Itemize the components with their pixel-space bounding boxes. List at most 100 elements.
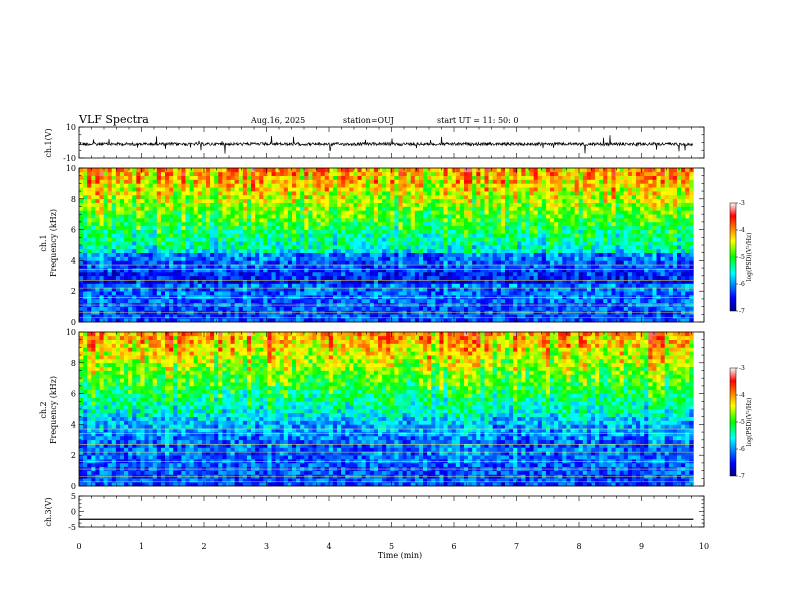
spectrogram-cell <box>230 275 235 280</box>
spectrogram-cell <box>189 221 194 227</box>
spectrogram-cell <box>410 202 416 207</box>
spectrogram-cell <box>345 275 350 280</box>
spectrogram-cell <box>394 168 399 173</box>
spectrogram-cell <box>156 175 162 180</box>
spectrogram-cell <box>509 206 514 211</box>
spectrogram-cell <box>287 271 293 277</box>
spectrogram-cell <box>345 318 350 323</box>
spectrogram-cell <box>283 187 289 192</box>
spectrogram-cell <box>308 206 313 211</box>
spectrogram-cell <box>193 191 199 196</box>
spectrogram-cell <box>222 194 227 200</box>
spectrogram-cell <box>480 287 485 292</box>
spectrogram-cell <box>156 191 162 196</box>
spectrogram-cell <box>386 291 391 296</box>
spectrogram-cell <box>365 168 371 173</box>
spectrogram-cell <box>545 171 551 176</box>
spectrogram-cell <box>312 264 317 269</box>
spectrogram-cell <box>169 287 174 292</box>
spectrogram-cell <box>328 210 334 215</box>
start-time-label: start UT = 11: 50: 0 <box>437 116 518 125</box>
spectrogram-cell <box>390 218 395 223</box>
spectrogram-cell <box>234 260 240 265</box>
spectrogram-cell <box>173 171 178 176</box>
spectrogram-cell <box>488 248 493 253</box>
spectrogram-cell <box>132 314 137 319</box>
spectrogram-cell <box>451 229 457 234</box>
spectrogram-cell <box>124 233 129 238</box>
spectrogram-cell <box>300 202 305 207</box>
spectrogram-cell <box>144 260 149 265</box>
spectrogram-cell <box>496 187 502 192</box>
spectrogram-cell <box>382 245 387 250</box>
spectrogram-cell <box>296 268 301 273</box>
spectrogram-cell <box>443 291 448 296</box>
spectrogram-cell <box>320 318 326 323</box>
spectrogram-cell <box>566 252 571 257</box>
spectrogram-cell <box>124 210 129 215</box>
spectrogram-cell <box>349 198 354 203</box>
spectrogram-cell <box>316 279 321 284</box>
spectrogram-cell <box>316 252 321 257</box>
spectrogram-cell <box>111 168 117 173</box>
spectrogram-cell <box>349 252 354 257</box>
spectrogram-cell <box>488 194 493 200</box>
spectrogram-cell <box>328 306 334 311</box>
spectrogram-cell <box>521 229 526 234</box>
spectrogram-cell <box>357 179 362 184</box>
spectrogram-cell <box>496 229 502 234</box>
spectrogram-cell <box>267 221 272 227</box>
spectrogram-cell <box>124 218 129 223</box>
spectrogram-cell <box>324 256 330 261</box>
spectrogram-cell <box>500 314 506 319</box>
spectrogram-cell <box>267 225 272 230</box>
spectrogram-cell <box>242 256 248 261</box>
spectrogram-cell <box>365 291 371 296</box>
spectrogram-cell <box>103 194 108 200</box>
spectrogram-cell <box>517 256 522 261</box>
spectrogram-cell <box>562 314 567 319</box>
spectrogram-cell <box>451 183 457 188</box>
spectrogram-cell <box>189 256 194 261</box>
spectrogram-cell <box>427 218 432 223</box>
spectrogram-cell <box>550 237 555 242</box>
spectrogram-cell <box>279 237 285 242</box>
spectrogram-cell <box>459 245 465 250</box>
spectrogram-cell <box>197 233 203 238</box>
spectrogram-cell <box>103 191 108 196</box>
spectrogram-cell <box>337 168 342 173</box>
spectrogram-cell <box>119 175 125 180</box>
spectrogram-cell <box>181 287 186 292</box>
spectrogram-cell <box>455 298 461 304</box>
spectrogram-cell <box>423 171 428 176</box>
spectrogram-cell <box>275 168 280 173</box>
spectrogram-cell <box>365 206 371 211</box>
spectrogram-cell <box>119 318 125 323</box>
spectrogram-cell <box>111 279 117 284</box>
spectrogram-cell <box>484 175 489 180</box>
spectrogram-cell <box>296 279 301 284</box>
spectrogram-cell <box>128 183 133 188</box>
spectrogram-cell <box>517 252 522 257</box>
spectrogram-cell <box>111 194 117 200</box>
spectrogram-cell <box>308 268 313 273</box>
spectrogram-cell <box>378 298 383 304</box>
spectrogram-cell <box>390 202 395 207</box>
spectrogram-cell <box>566 179 571 184</box>
spectrogram-cell <box>251 264 256 269</box>
spectrogram-cell <box>558 283 563 288</box>
spectrogram-cell <box>496 314 502 319</box>
spectrogram-cell <box>353 168 358 173</box>
spectrogram-cell <box>99 198 104 203</box>
spectrogram-cell <box>283 245 289 250</box>
spectrogram-cell <box>226 256 231 261</box>
spectrogram-cell <box>414 306 420 311</box>
spectrogram-cell <box>517 279 522 284</box>
spectrogram-cell <box>541 233 547 238</box>
spectrogram-cell <box>390 191 395 196</box>
spectrogram-cell <box>500 206 506 211</box>
spectrogram-cell <box>230 191 235 196</box>
spectrogram-cell <box>189 233 194 238</box>
spectrogram-cell <box>291 194 297 200</box>
spectrogram-cell <box>152 264 158 269</box>
